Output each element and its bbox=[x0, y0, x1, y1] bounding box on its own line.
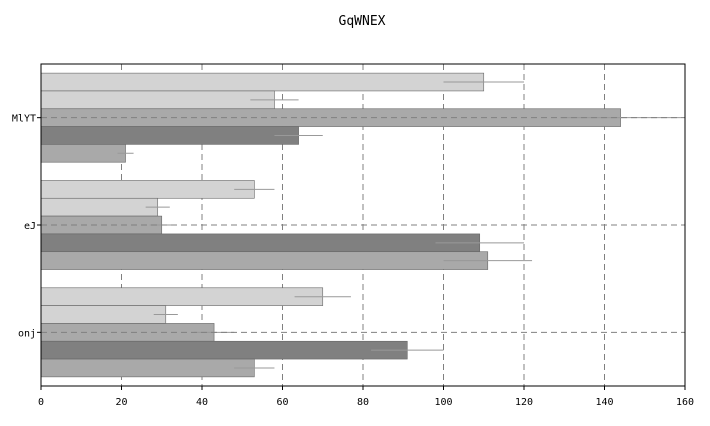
x-tick-label: 60 bbox=[276, 397, 288, 408]
bar bbox=[40, 72, 485, 92]
chart-title: GqWNEX bbox=[339, 14, 386, 29]
bar bbox=[40, 358, 255, 378]
bar bbox=[40, 340, 408, 360]
category-grid-lines bbox=[41, 117, 685, 333]
x-tick-label: 40 bbox=[196, 397, 208, 408]
x-tick-label: 140 bbox=[595, 397, 613, 408]
bar bbox=[40, 197, 159, 217]
y-tick-label: eJ bbox=[24, 221, 36, 232]
bar bbox=[40, 287, 324, 306]
bar bbox=[40, 251, 489, 270]
y-axis: MlYT eJ onj bbox=[12, 114, 41, 339]
x-tick-label: 20 bbox=[115, 397, 127, 408]
x-tick-label: 160 bbox=[676, 397, 694, 408]
x-tick-label: 80 bbox=[357, 397, 369, 408]
bar bbox=[40, 90, 275, 110]
bar bbox=[40, 233, 481, 253]
y-tick-label: onj bbox=[18, 328, 36, 339]
x-tick-label: 100 bbox=[434, 397, 452, 408]
bar bbox=[40, 180, 255, 199]
x-tick-label: 120 bbox=[515, 397, 533, 408]
bar bbox=[40, 305, 167, 324]
x-tick-label: 0 bbox=[38, 397, 44, 408]
bar bbox=[40, 126, 299, 145]
y-tick-label: MlYT bbox=[12, 114, 36, 125]
bars bbox=[40, 72, 681, 378]
x-axis: 0 20 40 60 80 100 120 140 160 bbox=[38, 386, 694, 408]
bar bbox=[40, 144, 126, 163]
